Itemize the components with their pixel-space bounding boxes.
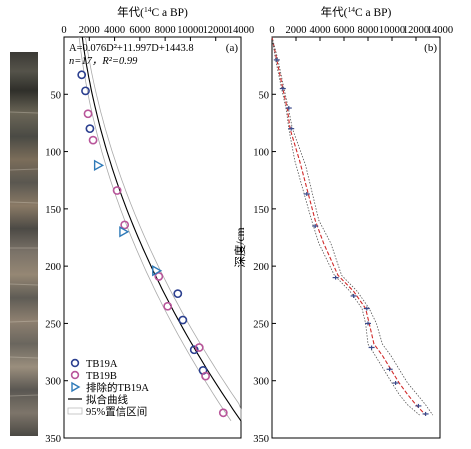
x-tick-label: 10000	[379, 25, 405, 36]
confidence-upper	[85, 36, 242, 421]
data-point-tb19b	[163, 301, 173, 311]
x-axis-label: 年代(14C a BP)	[321, 5, 392, 19]
fit-stats-r2: R²=0.99	[101, 56, 138, 67]
data-point-tb19b	[201, 371, 210, 381]
x-tick-label: 2000	[286, 25, 307, 36]
x-axis-label-sup: 14	[144, 5, 152, 14]
y-tick-label: 100	[45, 148, 61, 159]
x-axis-label-part: C a BP)	[355, 7, 392, 19]
data-point-tb19a	[189, 345, 199, 355]
data-point-tb19b	[194, 343, 204, 352]
y-tick-label: 350	[45, 434, 61, 445]
data-point-tb19b	[83, 109, 93, 119]
panel-label: (a)	[226, 42, 239, 54]
legend-marker	[70, 358, 80, 368]
core-photo-image	[9, 52, 39, 436]
x-axis-label-sup: 14	[347, 5, 355, 14]
x-tick-label: 10000	[177, 25, 203, 36]
fit-curve	[81, 36, 242, 422]
data-point-excluded	[93, 159, 105, 172]
y-tick-label: 300	[253, 377, 269, 388]
sediment-core-photo	[9, 52, 39, 436]
range-model-line	[271, 36, 434, 416]
data-point-tb19a	[81, 86, 90, 96]
legend-label: TB19A	[86, 359, 118, 370]
y-tick-label: 100	[253, 148, 269, 159]
legend-marker	[70, 370, 80, 380]
data-point-excluded	[152, 265, 163, 277]
x-tick-label: 6000	[334, 25, 355, 36]
x-tick-label: 14000	[228, 25, 254, 36]
y-tick-label: 50	[259, 90, 270, 101]
y-axis-label: 深度/cm	[233, 227, 247, 267]
y-tick-label: 350	[253, 434, 269, 445]
data-point-tb19a	[85, 124, 95, 134]
legend-label: 排除的TB19A	[86, 381, 149, 394]
x-axis-label-part: 年代(	[117, 5, 144, 19]
x-tick-label: 0	[61, 25, 66, 36]
confidence-lower	[78, 36, 232, 422]
fit-stats-n: n=17，	[69, 56, 102, 67]
x-tick-label: 6000	[129, 25, 150, 36]
x-axis-label-part: 年代(	[321, 5, 348, 19]
x-axis-label-part: C a BP)	[151, 7, 188, 19]
data-point-tb19b	[120, 220, 130, 230]
data-point-tb19a	[173, 289, 183, 299]
data-point-tb19b	[218, 408, 228, 418]
x-axis-label: 年代(14C a BP)	[117, 5, 188, 19]
y-tick-label: 150	[45, 205, 61, 216]
y-tick-label: 150	[253, 205, 269, 216]
data-point-tb19b	[112, 186, 122, 195]
y-tick-label: 200	[253, 262, 269, 273]
range-model-line	[271, 36, 420, 416]
fit-equation: A=0.076D²+11.997D+1443.8	[69, 43, 194, 54]
y-tick-label: 250	[253, 319, 269, 330]
plot-frame	[271, 36, 441, 439]
data-point-tb19b	[154, 272, 164, 281]
x-tick-label: 8000	[155, 25, 176, 36]
legend-marker	[71, 381, 81, 393]
x-tick-label: 8000	[358, 25, 379, 36]
x-tick-label: 14000	[427, 25, 453, 36]
x-tick-label: 12000	[403, 25, 429, 36]
legend-label: 拟合曲线	[86, 393, 128, 406]
legend-label: TB19B	[86, 371, 117, 382]
x-tick-label: 2000	[79, 25, 100, 36]
data-point-tb19b	[88, 135, 98, 145]
y-tick-label: 300	[45, 377, 61, 388]
plot-frame	[63, 36, 242, 439]
panel-label: (b)	[424, 42, 437, 54]
y-tick-label: 250	[45, 319, 61, 330]
x-tick-label: 0	[269, 25, 274, 36]
y-tick-label: 50	[51, 90, 62, 101]
data-point-excluded	[119, 226, 130, 238]
x-tick-label: 4000	[310, 25, 331, 36]
fit-stats: n=17，R²=0.99	[69, 56, 138, 67]
data-point-tb19a	[77, 70, 87, 80]
x-tick-label: 12000	[203, 25, 229, 36]
median-model-line	[271, 36, 427, 416]
y-tick-label: 200	[45, 262, 61, 273]
legend-marker	[67, 407, 83, 415]
legend-label: 95%置信区间	[86, 405, 147, 418]
panel-a: 0 2000 4000 6000 8000 10000 12000 14000 50 100 150…	[45, 5, 254, 445]
x-tick-label: 4000	[104, 25, 125, 36]
data-point-tb19a	[178, 315, 188, 325]
